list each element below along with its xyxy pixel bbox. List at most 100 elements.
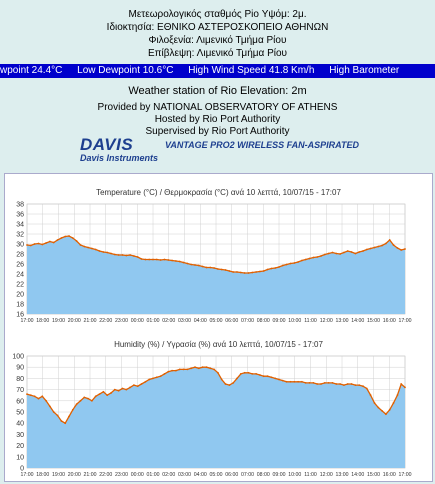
x-tick-label: 18:00 bbox=[36, 472, 49, 478]
data-point bbox=[129, 386, 131, 389]
logo-text: DAVIS bbox=[80, 135, 134, 154]
data-point bbox=[301, 380, 303, 383]
data-point bbox=[106, 251, 109, 254]
x-tick-label: 02:00 bbox=[162, 318, 175, 324]
data-point bbox=[186, 368, 189, 371]
data-point bbox=[381, 410, 383, 412]
x-tick-label: 12:00 bbox=[320, 318, 333, 324]
x-tick-label: 13:00 bbox=[336, 318, 349, 324]
data-point bbox=[362, 250, 364, 252]
data-point bbox=[190, 263, 193, 266]
x-tick-label: 22:00 bbox=[99, 472, 112, 478]
data-point bbox=[213, 267, 216, 269]
data-point bbox=[26, 244, 28, 246]
data-point bbox=[49, 240, 51, 243]
data-point bbox=[400, 383, 403, 385]
data-point bbox=[60, 237, 63, 239]
data-point bbox=[316, 383, 319, 385]
data-point bbox=[64, 235, 67, 238]
data-point bbox=[343, 384, 345, 386]
x-tick-label: 06:00 bbox=[225, 318, 238, 324]
x-tick-label: 00:00 bbox=[131, 472, 144, 478]
x-tick-label: 10:00 bbox=[288, 318, 301, 324]
y-tick-label: 10 bbox=[16, 454, 24, 461]
y-tick-label: 20 bbox=[16, 292, 24, 299]
data-point bbox=[354, 252, 357, 255]
data-point bbox=[404, 386, 406, 389]
data-point bbox=[136, 385, 139, 388]
data-point bbox=[255, 373, 257, 375]
data-point bbox=[323, 253, 326, 256]
data-point bbox=[236, 271, 238, 273]
data-point bbox=[171, 369, 174, 372]
data-point bbox=[373, 246, 376, 249]
data-point bbox=[316, 256, 319, 258]
data-point bbox=[388, 239, 391, 241]
data-point bbox=[52, 241, 55, 244]
x-tick-label: 15:00 bbox=[367, 472, 380, 478]
x-tick-label: 11:00 bbox=[304, 472, 317, 478]
x-tick-label: 18:00 bbox=[36, 318, 49, 324]
data-point bbox=[140, 383, 143, 385]
data-point bbox=[270, 267, 273, 270]
data-point bbox=[304, 382, 307, 384]
x-tick-label: 05:00 bbox=[210, 318, 223, 324]
y-tick-label: 20 bbox=[16, 443, 24, 450]
data-point bbox=[56, 239, 59, 241]
data-point bbox=[392, 402, 395, 404]
data-point bbox=[117, 389, 120, 392]
data-point bbox=[87, 246, 89, 249]
y-tick-label: 100 bbox=[12, 354, 24, 361]
header-line-1: Μετεωρολογικός σταθμός Pio Υψόμ: 2μ. bbox=[128, 9, 307, 20]
data-point bbox=[75, 240, 78, 242]
data-point bbox=[125, 388, 128, 391]
data-point bbox=[289, 380, 292, 383]
marquee-ticker: wpoint 24.4°C Low Dewpoint 10.6°C High W… bbox=[0, 64, 435, 78]
data-point bbox=[365, 248, 368, 251]
data-point bbox=[358, 251, 361, 253]
data-point bbox=[133, 384, 135, 386]
data-point bbox=[87, 397, 89, 400]
x-tick-label: 20:00 bbox=[68, 318, 81, 324]
x-tick-label: 06:00 bbox=[225, 472, 238, 478]
data-point bbox=[71, 408, 74, 411]
y-tick-label: 30 bbox=[16, 242, 24, 249]
data-point bbox=[186, 262, 189, 265]
data-point bbox=[381, 244, 383, 247]
x-tick-label: 20:00 bbox=[68, 472, 81, 478]
davis-logo[interactable]: DAVIS Davis Instruments bbox=[80, 135, 162, 163]
data-point bbox=[247, 371, 250, 374]
y-tick-label: 50 bbox=[16, 410, 24, 417]
data-point bbox=[297, 380, 299, 383]
data-point bbox=[37, 397, 40, 400]
data-point bbox=[262, 375, 265, 378]
data-point bbox=[262, 270, 265, 272]
data-point bbox=[68, 235, 70, 237]
data-point bbox=[400, 249, 403, 251]
data-point bbox=[129, 254, 131, 256]
data-point bbox=[335, 252, 338, 255]
x-tick-label: 10:00 bbox=[288, 472, 301, 478]
x-tick-label: 14:00 bbox=[351, 472, 364, 478]
data-point bbox=[209, 367, 212, 370]
data-point bbox=[155, 258, 158, 261]
x-tick-label: 07:00 bbox=[241, 472, 254, 478]
data-point bbox=[217, 371, 219, 374]
logo-subtext: Davis Instruments bbox=[80, 153, 159, 163]
x-tick-label: 17:00 bbox=[399, 318, 412, 324]
data-point bbox=[243, 371, 246, 374]
ticker-item: Low Dewpoint 10.6°C bbox=[77, 65, 174, 76]
x-tick-label: 11:00 bbox=[304, 318, 317, 324]
y-tick-label: 0 bbox=[20, 466, 24, 473]
y-tick-label: 34 bbox=[16, 222, 24, 229]
data-point bbox=[308, 257, 311, 260]
x-tick-label: 02:00 bbox=[162, 472, 175, 478]
data-point bbox=[83, 396, 86, 399]
data-point bbox=[301, 259, 303, 262]
data-point bbox=[388, 408, 391, 411]
data-point bbox=[29, 244, 32, 247]
data-point bbox=[106, 394, 109, 397]
data-point bbox=[102, 390, 105, 393]
data-point bbox=[404, 248, 406, 250]
data-point bbox=[293, 380, 296, 383]
